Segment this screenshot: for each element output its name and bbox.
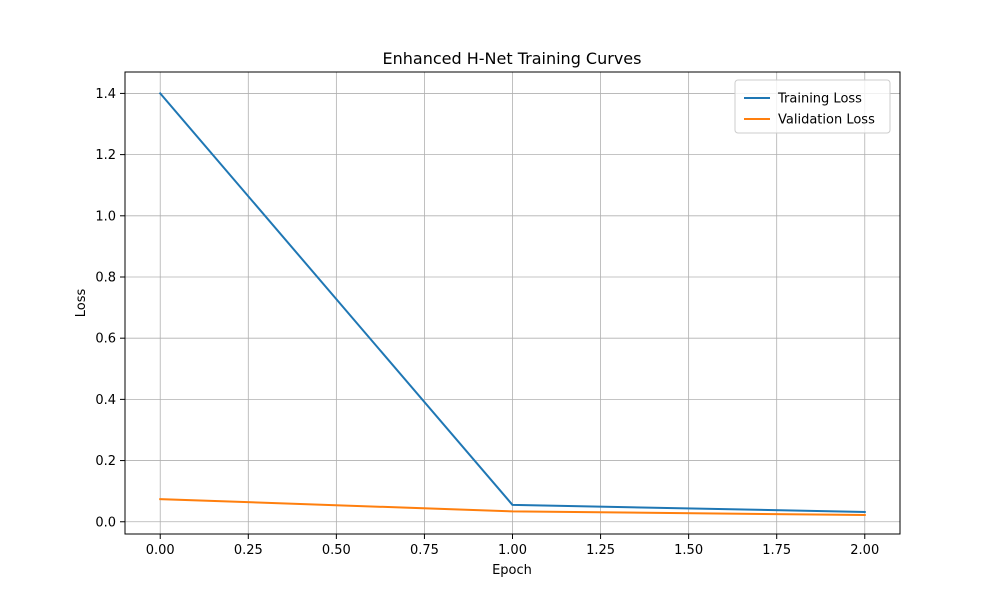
x-tick-label: 1.25	[586, 543, 615, 558]
legend-label: Training Loss	[777, 92, 862, 107]
plot-lines	[158, 92, 866, 517]
legend: Training Loss Validation Loss	[734, 79, 891, 134]
x-tick-label: 0.50	[322, 543, 351, 558]
grid	[125, 72, 900, 534]
series-line-validation-loss	[159, 498, 866, 517]
legend-label: Validation Loss	[778, 113, 875, 128]
x-tick-label: 1.50	[674, 543, 703, 558]
y-axis-ticks: 0.0 0.2 0.4 0.6 0.8 1.0 1.2 1.4	[95, 87, 125, 530]
y-tick-label: 0.2	[95, 454, 116, 469]
y-tick-label: 1.2	[95, 148, 116, 163]
y-tick-label: 0.0	[95, 515, 116, 530]
series-line-training-loss	[158, 92, 866, 513]
x-tick-label: 1.00	[498, 543, 527, 558]
y-tick-label: 1.0	[95, 209, 116, 224]
y-tick-label: 0.6	[95, 332, 116, 347]
x-axis-label: Epoch	[492, 563, 532, 578]
x-tick-label: 0.00	[146, 543, 175, 558]
legend-box	[734, 79, 891, 134]
x-axis-ticks: 0.00 0.25 0.50 0.75 1.00 1.25 1.50 1.75 2.00	[146, 534, 879, 558]
y-tick-label: 0.4	[95, 393, 116, 408]
x-tick-label: 0.75	[410, 543, 439, 558]
y-tick-label: 1.4	[95, 87, 116, 102]
x-tick-label: 1.75	[762, 543, 791, 558]
x-tick-label: 2.00	[850, 543, 879, 558]
chart-title: Enhanced H-Net Training Curves	[383, 49, 642, 68]
y-axis-label: Loss	[74, 289, 89, 318]
x-tick-label: 0.25	[234, 543, 263, 558]
y-tick-label: 0.8	[95, 270, 116, 285]
